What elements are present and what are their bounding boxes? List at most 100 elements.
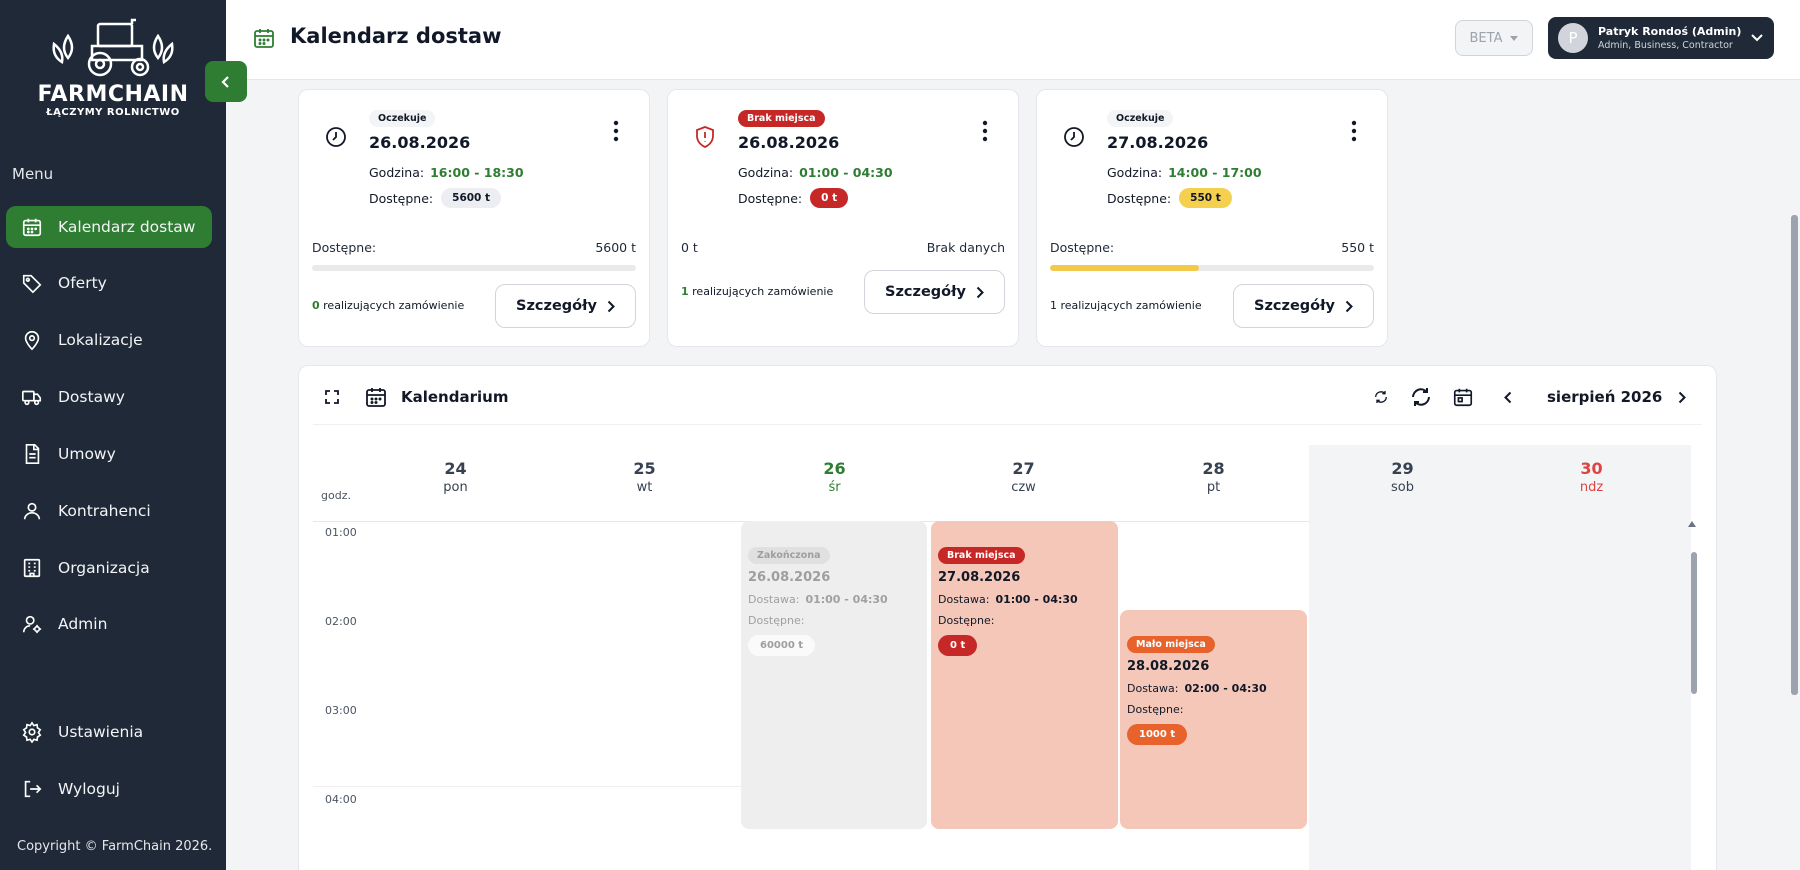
user-menu[interactable]: P Patryk Rondoś (Admin) Admin, Business,… <box>1548 17 1774 59</box>
beta-label: BETA <box>1469 30 1503 46</box>
available-pill: 550 t <box>1179 188 1232 208</box>
calendar-title: Kalendarium <box>401 388 509 406</box>
chevron-left-icon <box>221 75 229 88</box>
time-label: Godzina: <box>738 165 794 180</box>
divider <box>313 424 1702 425</box>
time-label: Godzina: <box>369 165 425 180</box>
details-button[interactable]: Szczegóły <box>495 284 636 328</box>
card-date: 26.08.2026 <box>369 133 471 152</box>
beta-dropdown[interactable]: BETA <box>1455 20 1533 56</box>
sidebar-item-ustawienia[interactable]: Ustawienia <box>6 711 212 753</box>
more-options-icon[interactable] <box>613 120 619 146</box>
more-options-icon[interactable] <box>1351 120 1357 146</box>
sidebar-item-kontrahenci[interactable]: Kontrahenci <box>6 490 212 532</box>
day-number: 24 <box>444 459 467 478</box>
page-scrollbar-thumb[interactable] <box>1791 215 1798 695</box>
hour-label: 03:00 <box>325 704 357 717</box>
sidebar-item-label: Umowy <box>58 445 116 463</box>
details-button[interactable]: Szczegóły <box>864 270 1005 314</box>
day-number: 27 <box>1012 459 1035 478</box>
map-pin-icon <box>20 328 44 352</box>
more-options-icon[interactable] <box>982 120 988 146</box>
logout-icon <box>20 777 44 801</box>
summary-label: Dostępne: <box>312 240 377 255</box>
chevron-right-icon <box>1678 391 1686 403</box>
today-calendar-icon[interactable] <box>1450 384 1476 410</box>
orders-count: 0 realizujących zamówienie <box>312 299 464 312</box>
available-label: Dostępne: <box>1107 190 1172 206</box>
tractor-logo-icon <box>52 18 174 77</box>
day-header-wed-today[interactable]: 26 śr <box>740 459 929 495</box>
scroll-up-icon <box>1688 521 1696 527</box>
sidebar-item-label: Ustawienia <box>58 723 144 741</box>
building-icon <box>20 556 44 580</box>
calendar-event-little-space[interactable]: Mało miejsca 28.08.2026 Dostawa: 02:00 - … <box>1120 610 1307 829</box>
delivery-card: Brak miejsca 26.08.2026 Godzina: 01:00 - … <box>667 89 1019 347</box>
calendar-panel: Kalendarium sierpień 2026 24 pon 25 wt 2… <box>298 365 1717 870</box>
summary-label: 0 t <box>681 240 698 255</box>
sidebar-item-wyloguj[interactable]: Wyloguj <box>6 768 212 810</box>
calendar-icon <box>20 215 44 239</box>
details-button[interactable]: Szczegóły <box>1233 284 1374 328</box>
next-month-button[interactable] <box>1669 384 1695 410</box>
orders-count: 1 realizujących zamówienie <box>1050 299 1202 312</box>
sidebar-item-organizacja[interactable]: Organizacja <box>6 547 212 589</box>
sidebar-item-label: Kontrahenci <box>58 502 151 520</box>
tag-icon <box>20 271 44 295</box>
hours-label: godz. <box>321 489 351 502</box>
current-month: sierpień 2026 <box>1547 388 1663 406</box>
day-number: 30 <box>1580 459 1603 478</box>
day-name: wt <box>636 480 653 495</box>
delivery-value: 01:00 - 04:30 <box>805 593 888 606</box>
day-header-mon[interactable]: 24 pon <box>361 459 550 495</box>
collapse-sidebar-button[interactable] <box>205 61 247 102</box>
sidebar-item-admin[interactable]: Admin <box>6 603 212 645</box>
chevron-right-icon <box>1345 300 1353 312</box>
status-badge: Brak miejsca <box>738 110 825 127</box>
day-name: pt <box>1206 480 1221 495</box>
hour-label: 01:00 <box>325 526 357 539</box>
day-header-tue[interactable]: 25 wt <box>550 459 739 495</box>
day-header-thu[interactable]: 27 czw <box>929 459 1118 495</box>
sidebar-item-oferty[interactable]: Oferty <box>6 262 212 304</box>
available-pill: 1000 t <box>1127 724 1188 745</box>
sidebar-item-label: Kalendarz dostaw <box>58 218 196 236</box>
day-number: 29 <box>1391 459 1414 478</box>
summary-row: Dostępne: 5600 t <box>312 240 636 255</box>
menu-label: Menu <box>12 165 54 183</box>
capacity-progress-bar <box>312 265 636 271</box>
card-available: Dostępne: 550 t <box>1107 188 1232 208</box>
orders-text: realizujących zamówienie <box>1060 299 1202 312</box>
sync-icon[interactable] <box>1368 384 1394 410</box>
calendar-event-finished[interactable]: Zakończona 26.08.2026 Dostawa: 01:00 - 04… <box>741 521 927 829</box>
sidebar-item-dostawy[interactable]: Dostawy <box>6 376 212 418</box>
orders-number: 1 <box>1050 299 1057 312</box>
available-pill: 0 t <box>810 188 849 208</box>
calendar-scrollbar-thumb[interactable] <box>1691 552 1697 694</box>
sidebar-item-lokalizacje[interactable]: Lokalizacje <box>6 319 212 361</box>
details-label: Szczegóły <box>516 298 597 314</box>
card-available: Dostępne: 0 t <box>738 188 849 208</box>
time-value: 14:00 - 17:00 <box>1168 165 1262 180</box>
calendar-icon <box>252 26 276 54</box>
day-header-sun[interactable]: 30 ndz <box>1497 459 1686 495</box>
sidebar-item-umowy[interactable]: Umowy <box>6 433 212 475</box>
user-roles: Admin, Business, Contractor <box>1598 40 1733 51</box>
calendar-scrollbar[interactable] <box>1688 521 1696 851</box>
day-header-sat[interactable]: 29 sob <box>1308 459 1497 495</box>
prev-month-button[interactable] <box>1495 384 1521 410</box>
sidebar-item-kalendarz-dostaw[interactable]: Kalendarz dostaw <box>6 206 212 248</box>
expand-icon[interactable] <box>319 384 345 410</box>
card-date: 26.08.2026 <box>738 133 840 152</box>
clock-icon <box>321 122 351 152</box>
refresh-icon[interactable] <box>1408 384 1434 410</box>
event-date: 28.08.2026 <box>1127 659 1210 674</box>
page-title: Kalendarz dostaw <box>290 24 502 48</box>
day-header-fri[interactable]: 28 pt <box>1119 459 1308 495</box>
calendar-event-no-space[interactable]: Brak miejsca 27.08.2026 Dostawa: 01:00 - … <box>931 521 1118 829</box>
time-value: 01:00 - 04:30 <box>799 165 893 180</box>
card-date: 27.08.2026 <box>1107 133 1209 152</box>
delivery-card: Oczekuje 26.08.2026 Godzina: 16:00 - 18:3… <box>298 89 650 347</box>
sidebar-item-label: Lokalizacje <box>58 331 143 349</box>
orders-text: realizujących zamówienie <box>692 285 834 298</box>
